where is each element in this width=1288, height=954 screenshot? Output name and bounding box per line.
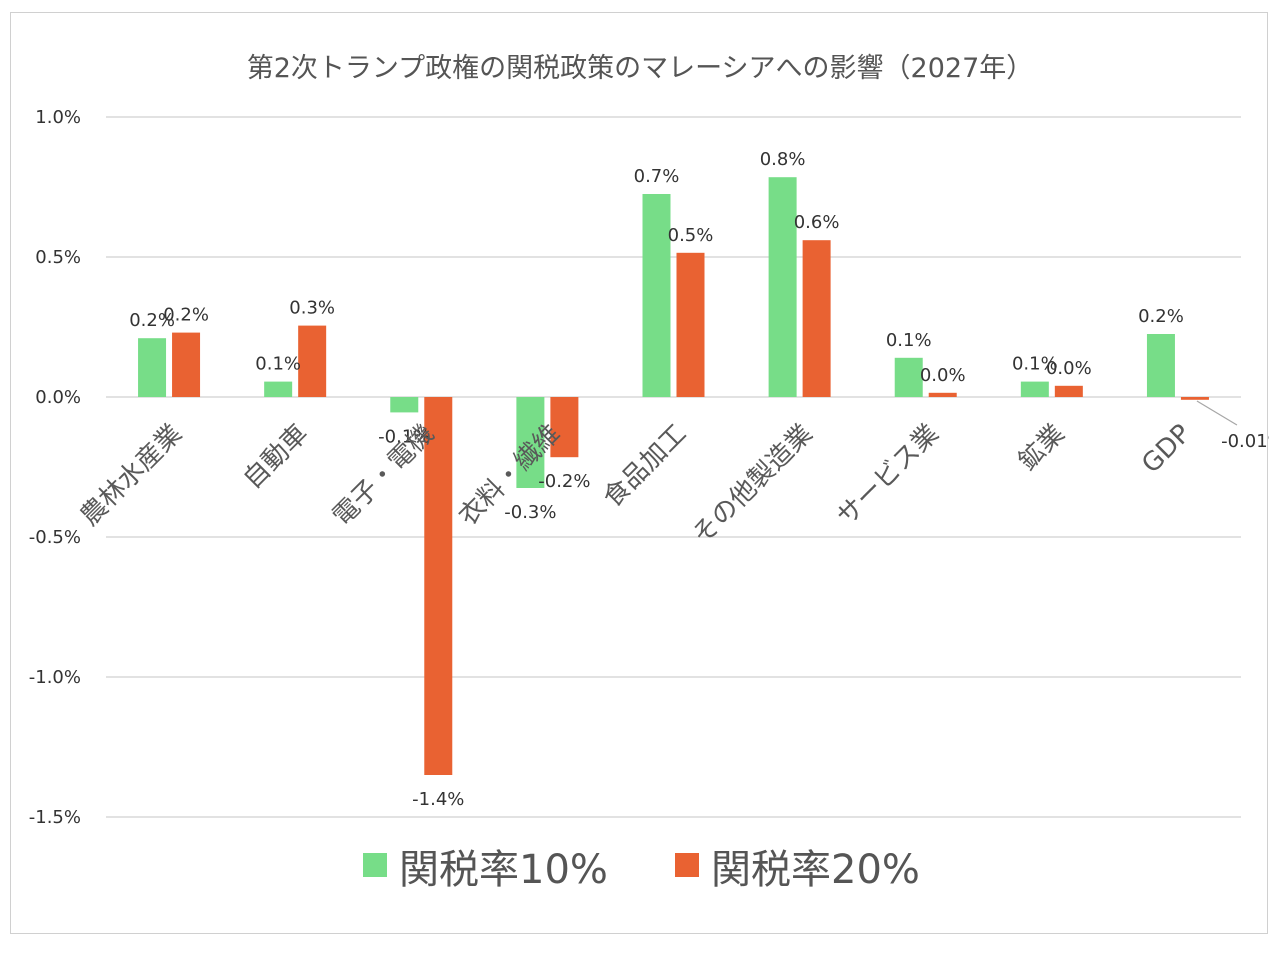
category-label: 食品加工 — [598, 419, 693, 514]
y-tick-label: 0.0% — [35, 387, 81, 408]
data-label: -0.1% — [378, 426, 430, 447]
data-label: 0.7% — [634, 166, 680, 187]
bar-tariff20 — [424, 397, 453, 775]
data-label: -1.4% — [412, 789, 464, 810]
bar-tariff10 — [642, 194, 671, 397]
data-label: -0.01% — [1221, 431, 1269, 452]
data-label: 0.1% — [886, 330, 932, 351]
y-tick-label: -1.5% — [29, 807, 81, 828]
data-label: 0.1% — [255, 354, 301, 375]
category-label: サービス業 — [832, 419, 945, 532]
data-label: 0.0% — [920, 365, 966, 386]
data-label: 0.1% — [1012, 354, 1058, 375]
data-label: 0.5% — [668, 225, 714, 246]
data-label: -0.3% — [504, 502, 556, 523]
bar-tariff20 — [676, 252, 705, 397]
bar-tariff10 — [894, 357, 923, 397]
legend-swatch — [363, 853, 387, 877]
chart-frame: 第2次トランプ政権の関税政策のマレーシアへの影響（2027年） 1.0% 0.5%… — [10, 12, 1269, 934]
bar-tariff20 — [928, 392, 957, 397]
bar-chart: 第2次トランプ政権の関税政策のマレーシアへの影響（2027年） 1.0% 0.5%… — [29, 53, 1269, 893]
bar-tariff10 — [138, 338, 167, 397]
bar-tariff10 — [264, 381, 293, 397]
y-tick-label: -1.0% — [29, 667, 81, 688]
data-label: 0.2% — [163, 305, 209, 326]
bars — [138, 177, 1209, 775]
category-label: 鉱業 — [1013, 419, 1071, 477]
gridlines — [106, 116, 1241, 818]
y-tick-label: -0.5% — [29, 527, 81, 548]
bar-tariff10 — [768, 177, 797, 397]
data-label: 0.8% — [760, 149, 806, 170]
legend-label: 関税率10% — [399, 847, 608, 893]
data-label: 0.2% — [1138, 306, 1184, 327]
bar-tariff10 — [516, 397, 545, 488]
legend-swatch — [675, 853, 699, 877]
bar-tariff10 — [390, 397, 419, 413]
data-label: -0.2% — [538, 471, 590, 492]
legend-label: 関税率20% — [711, 847, 920, 893]
category-label: その他製造業 — [687, 419, 819, 551]
bar-tariff20 — [1054, 385, 1083, 397]
data-label: 0.2% — [129, 310, 175, 331]
y-tick-label: 1.0% — [35, 107, 81, 128]
bar-tariff20 — [172, 332, 201, 397]
y-tick-label: 0.5% — [35, 247, 81, 268]
bar-tariff20 — [298, 325, 327, 397]
data-label: 0.0% — [1046, 358, 1092, 379]
y-axis-ticks: 1.0% 0.5% 0.0% -0.5% -1.0% -1.5% — [29, 107, 81, 828]
category-label: 自動車 — [238, 419, 314, 495]
bar-tariff20 — [1180, 397, 1209, 400]
bar-tariff10 — [1146, 334, 1175, 397]
chart-title: 第2次トランプ政権の関税政策のマレーシアへの影響（2027年） — [247, 53, 1034, 84]
data-label: 0.6% — [794, 212, 840, 233]
bar-tariff20 — [802, 240, 831, 397]
category-label: GDP — [1136, 419, 1197, 480]
bar-tariff20 — [550, 397, 579, 458]
data-labels: 0.2%0.2%0.1%0.3%-0.1%-1.4%-0.3%-0.2%0.7%… — [129, 149, 1269, 810]
data-label: 0.3% — [289, 298, 335, 319]
bar-tariff10 — [1020, 381, 1049, 397]
leader-line — [1196, 400, 1238, 426]
legend: 関税率10% 関税率20% — [363, 847, 920, 893]
category-label: 農林水産業 — [75, 419, 188, 532]
